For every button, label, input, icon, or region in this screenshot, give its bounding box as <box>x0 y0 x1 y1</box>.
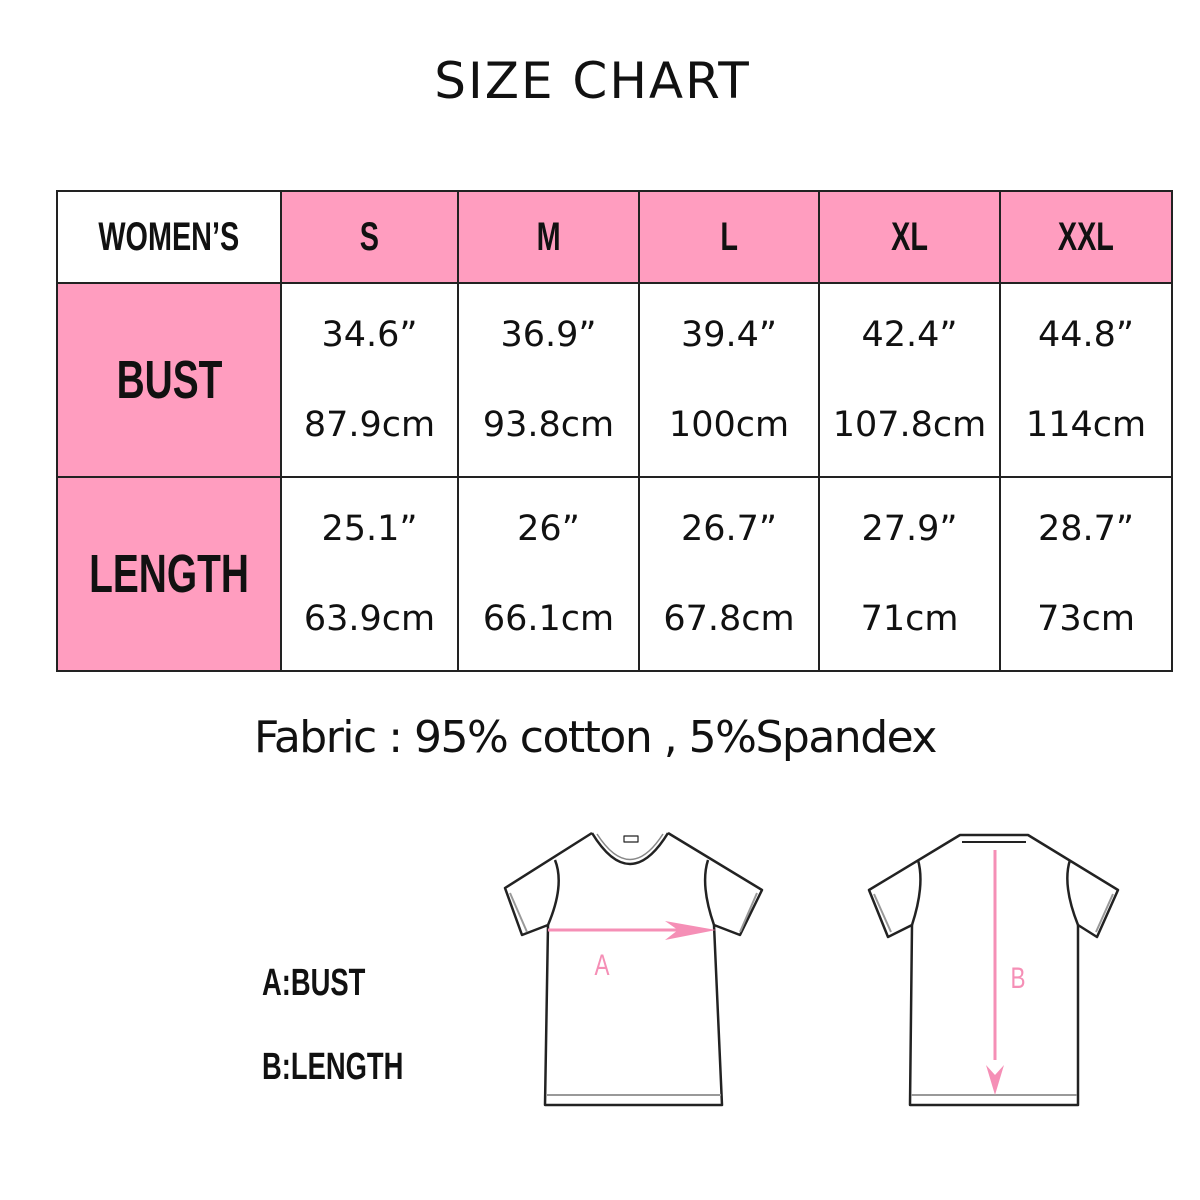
cm-value: 100cm <box>668 405 790 445</box>
corner-label: WOMEN’S <box>98 214 240 259</box>
size-label: XL <box>891 214 928 259</box>
value-cell: 26.7” 67.8cm <box>638 476 820 672</box>
inches-value: 39.4” <box>680 315 778 355</box>
bust-arrow <box>548 921 716 940</box>
value-cell: 27.9” 71cm <box>818 476 1001 672</box>
cm-value: 87.9cm <box>303 405 436 445</box>
length-row: LENGTH 25.1” 63.9cm 26” 66.1cm 26.7” 67.8cm… <box>56 476 1173 672</box>
inches-value: 34.6” <box>321 315 418 355</box>
cm-value: 67.8cm <box>663 599 795 639</box>
row-label-cell: LENGTH <box>56 476 282 672</box>
value-cell: 26” 66.1cm <box>457 476 640 672</box>
inches-value: 42.4” <box>861 315 958 355</box>
value-cell: 28.7” 73cm <box>999 476 1173 672</box>
size-header: S <box>280 190 459 284</box>
size-table: WOMEN’S S M L XL XXL BUST 34.6” 87.9cm 36… <box>56 190 1173 672</box>
size-header: XL <box>818 190 1001 284</box>
tshirt-back-icon <box>867 833 1120 1107</box>
value-cell: 25.1” 63.9cm <box>280 476 459 672</box>
value-cell: 42.4” 107.8cm <box>818 282 1001 478</box>
page-title: SIZE CHART <box>434 52 751 110</box>
size-label: XXL <box>1057 214 1114 259</box>
cm-value: 71cm <box>860 599 959 639</box>
inches-value: 26” <box>517 509 580 549</box>
tshirt-front-icon <box>503 831 764 1107</box>
cm-value: 63.9cm <box>303 599 436 639</box>
length-marker-label: B <box>1010 961 1025 995</box>
inches-value: 26.7” <box>680 509 778 549</box>
value-cell: 39.4” 100cm <box>638 282 820 478</box>
value-cell: 36.9” 93.8cm <box>457 282 640 478</box>
row-label: LENGTH <box>89 544 249 604</box>
header-row: WOMEN’S S M L XL XXL <box>56 190 1173 284</box>
cm-value: 73cm <box>1037 599 1135 639</box>
row-label-cell: BUST <box>56 282 282 478</box>
fabric-info: Fabric : 95% cotton , 5%Spandex <box>254 712 937 763</box>
size-label: S <box>359 214 380 259</box>
size-label: M <box>536 214 561 259</box>
bust-row: BUST 34.6” 87.9cm 36.9” 93.8cm 39.4” 100cm … <box>56 282 1173 478</box>
legend-bust: A:BUST <box>262 962 366 1004</box>
size-header: M <box>457 190 640 284</box>
inches-value: 27.9” <box>861 509 958 549</box>
row-label: BUST <box>116 350 222 410</box>
size-header: L <box>638 190 820 284</box>
value-cell: 34.6” 87.9cm <box>280 282 459 478</box>
inches-value: 36.9” <box>500 315 597 355</box>
inches-value: 44.8” <box>1037 315 1135 355</box>
legend-length: B:LENGTH <box>262 1046 404 1088</box>
length-arrow <box>986 850 1004 1095</box>
inches-value: 28.7” <box>1037 509 1135 549</box>
cm-value: 107.8cm <box>832 405 987 445</box>
size-header: XXL <box>999 190 1173 284</box>
cm-value: 66.1cm <box>482 599 615 639</box>
size-label: L <box>720 214 738 259</box>
bust-marker-label: A <box>594 948 609 982</box>
inches-value: 25.1” <box>321 509 418 549</box>
corner-cell: WOMEN’S <box>56 190 282 284</box>
cm-value: 93.8cm <box>482 405 615 445</box>
value-cell: 44.8” 114cm <box>999 282 1173 478</box>
cm-value: 114cm <box>1025 405 1147 445</box>
